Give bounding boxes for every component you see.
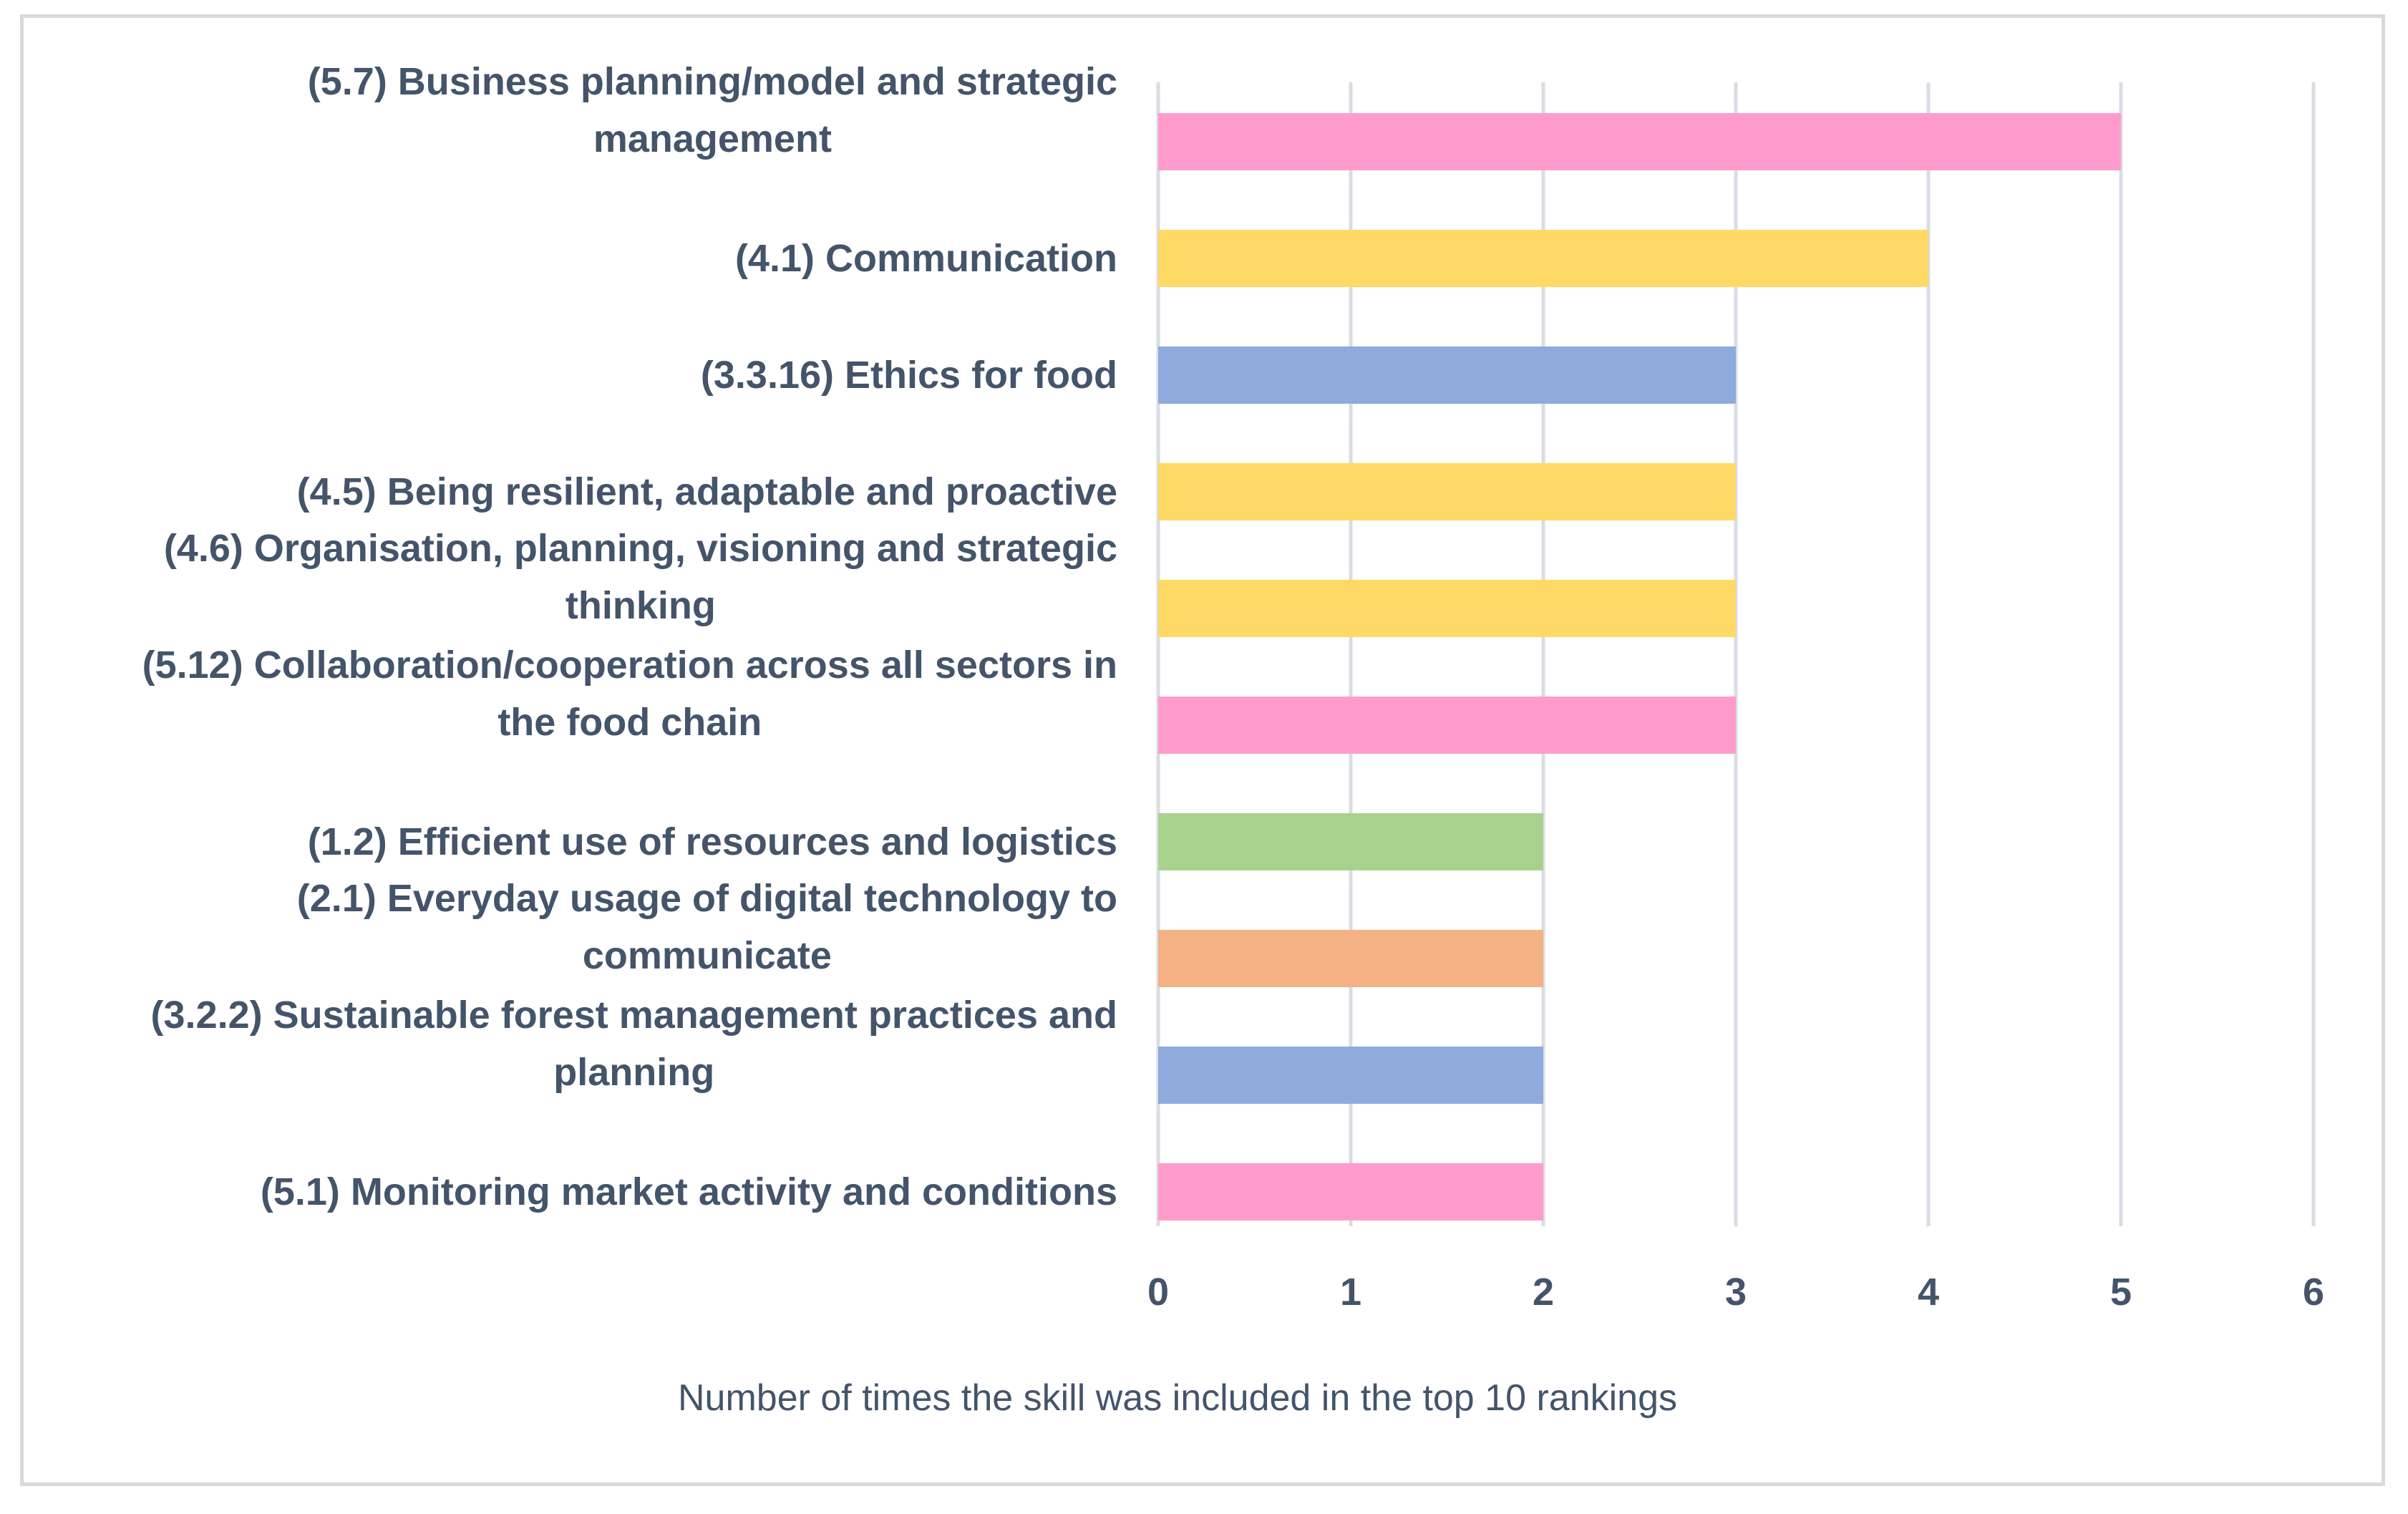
- category-label: (4.1) Communication: [735, 237, 1117, 280]
- category-label: (3.2.2) Sustainable forest management pr…: [151, 994, 1117, 1094]
- category-label: (5.12) Collaboration/cooperation across …: [142, 644, 1117, 744]
- bar: [1158, 1047, 1543, 1104]
- x-tick-label: 6: [2303, 1271, 2324, 1314]
- category-label: (4.6) Organisation, planning, visioning …: [164, 527, 1117, 627]
- bar: [1158, 930, 1543, 987]
- bar: [1158, 463, 1736, 520]
- x-tick-label: 3: [1725, 1271, 1747, 1314]
- chart-frame: (5.7) Business planning/model and strate…: [20, 14, 2385, 1486]
- category-label: (5.7) Business planning/model and strate…: [308, 60, 1117, 160]
- x-tick-label: 1: [1340, 1271, 1361, 1314]
- bar: [1158, 113, 2121, 170]
- bar: [1158, 813, 1543, 870]
- bar: [1158, 697, 1736, 754]
- category-label: (2.1) Everyday usage of digital technolo…: [297, 877, 1117, 977]
- bar: [1158, 230, 1928, 287]
- category-label: (4.5) Being resilient, adaptable and pro…: [297, 470, 1117, 513]
- category-label: (3.3.16) Ethics for food: [701, 354, 1117, 397]
- x-tick-label: 0: [1147, 1271, 1169, 1314]
- x-axis-title: Number of times the skill was included i…: [678, 1377, 1677, 1419]
- bar: [1158, 346, 1736, 404]
- category-label: (1.2) Efficient use of resources and log…: [308, 820, 1117, 863]
- category-label: (5.1) Monitoring market activity and con…: [261, 1170, 1117, 1213]
- bar: [1158, 1163, 1543, 1221]
- bar-chart: (5.7) Business planning/model and strate…: [142, 60, 2324, 1419]
- bar: [1158, 580, 1736, 637]
- bars: [1158, 113, 2121, 1221]
- category-labels: (5.7) Business planning/model and strate…: [142, 60, 1117, 1213]
- x-tick-label: 2: [1533, 1271, 1554, 1314]
- x-axis-tick-labels: 0 1 2 3 4 5 6: [1147, 1271, 2324, 1314]
- x-tick-label: 5: [2110, 1271, 2132, 1314]
- x-tick-label: 4: [1918, 1271, 1939, 1314]
